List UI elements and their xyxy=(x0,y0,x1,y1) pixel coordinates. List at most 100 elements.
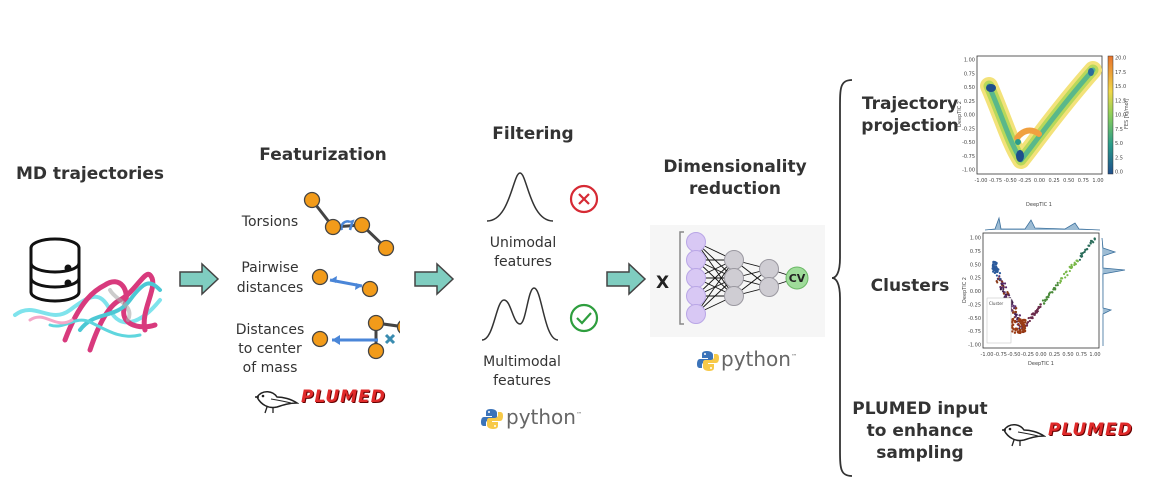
top-marginal xyxy=(984,216,1101,231)
tick-label: 1.00 xyxy=(1092,178,1103,184)
cluster-point xyxy=(1052,286,1056,290)
nn-node xyxy=(686,286,706,306)
tick-label: -0.75 xyxy=(989,178,1002,184)
md-trajectories-title: MD trajectories xyxy=(15,164,165,184)
fes-colorbar xyxy=(1107,55,1114,175)
cluster-point xyxy=(1012,306,1016,310)
tick-label: 0.75 xyxy=(964,71,975,77)
cluster-plot: Cluster 1.000.750.500.250.00-0.25-0.50-0… xyxy=(962,216,1126,367)
cluster-point xyxy=(1013,331,1017,334)
tick-label: 0.25 xyxy=(970,276,981,282)
cluster-legend-title: Cluster xyxy=(989,301,1004,306)
trajectory-projection-title-1: Trajectory xyxy=(861,94,959,114)
cluster-point xyxy=(1087,244,1090,247)
filtering-title: Filtering xyxy=(492,124,574,144)
cluster-point xyxy=(991,266,995,270)
cluster-point xyxy=(1051,291,1054,294)
tick-label: -0.50 xyxy=(1008,352,1021,358)
cluster-point xyxy=(1066,273,1069,277)
cluster-point xyxy=(1068,265,1071,268)
plumed-input-title-3: sampling xyxy=(876,443,964,463)
arrow-2 xyxy=(414,262,455,296)
check-icon xyxy=(569,303,599,333)
tick-label: 0.75 xyxy=(1078,178,1089,184)
unimodal-curve xyxy=(486,172,554,222)
cluster-ylabel: DeepTIC 2 xyxy=(962,277,968,303)
cluster-point xyxy=(1059,281,1062,284)
tick-label: 0.75 xyxy=(970,249,981,255)
cluster-point xyxy=(994,266,998,270)
com-label-3: of mass xyxy=(242,360,298,376)
cluster-point xyxy=(1046,295,1050,298)
cluster-point xyxy=(1018,325,1022,328)
cluster-point xyxy=(1073,261,1076,264)
cluster-point xyxy=(1030,313,1033,316)
cluster-point xyxy=(1014,305,1017,308)
cluster-point xyxy=(1012,304,1015,307)
tick-label: -0.25 xyxy=(968,302,981,308)
cluster-point xyxy=(1003,282,1007,285)
cluster-point xyxy=(1010,300,1013,303)
feature-diagrams xyxy=(303,191,400,360)
pairwise-diagram xyxy=(311,268,379,298)
cluster-point xyxy=(1089,239,1093,242)
tick-label: -0.25 xyxy=(1021,352,1034,358)
cluster-point xyxy=(1080,252,1083,255)
tick-label: 0.75 xyxy=(1076,352,1087,358)
nn-node xyxy=(686,250,706,270)
python-logo-text: python™ xyxy=(506,405,582,429)
tick-label: -0.75 xyxy=(994,352,1007,358)
cluster-point xyxy=(1043,302,1046,305)
tick-label: 0.25 xyxy=(964,99,975,105)
cluster-point xyxy=(1019,320,1023,323)
cluster-point xyxy=(1014,313,1018,316)
tick-label: -0.25 xyxy=(962,126,975,132)
cluster-point xyxy=(1021,328,1024,331)
cluster-point xyxy=(1062,272,1066,276)
cluster-point xyxy=(1093,237,1096,240)
cluster-point xyxy=(1017,317,1021,321)
nn-node xyxy=(724,286,744,306)
protein-ribbon-icon xyxy=(13,271,162,353)
cluster-point xyxy=(1011,320,1014,323)
tick-label: -1.00 xyxy=(975,178,988,184)
cluster-point xyxy=(1022,318,1025,322)
fes-xlabel: DeepTIC 1 xyxy=(1026,202,1052,208)
cluster-point xyxy=(999,285,1002,289)
cluster-point xyxy=(1070,266,1073,270)
tick-label: -0.50 xyxy=(968,316,981,322)
tick-label: 12.5 xyxy=(1115,98,1126,104)
cluster-point xyxy=(1064,276,1067,279)
tick-label: 0.50 xyxy=(1063,178,1074,184)
cluster-point xyxy=(1047,293,1051,296)
tick-label: -0.75 xyxy=(968,329,981,335)
python-logo-text-2: python™ xyxy=(721,347,797,371)
plumed-bird-icon-2 xyxy=(1002,424,1046,447)
cluster-point xyxy=(1039,303,1042,306)
torsion-diagram xyxy=(303,191,395,257)
cluster-point xyxy=(995,279,998,283)
tick-label: 20.0 xyxy=(1115,56,1126,62)
plumed-input-title-2: to enhance xyxy=(866,421,974,441)
tick-label: 0.50 xyxy=(1062,352,1073,358)
cluster-point xyxy=(1013,319,1017,323)
multimodal-label-1: Multimodal xyxy=(483,354,561,370)
tick-label: -1.00 xyxy=(962,168,975,174)
tick-label: 0.00 xyxy=(964,113,975,119)
cluster-point xyxy=(1002,286,1005,289)
tick-label: -0.25 xyxy=(1018,178,1031,184)
tick-label: -0.50 xyxy=(962,140,975,146)
cluster-point xyxy=(1024,319,1027,322)
com-cross-icon xyxy=(384,333,396,345)
cluster-point xyxy=(1078,258,1082,261)
tick-label: 0.25 xyxy=(1049,352,1060,358)
cluster-point xyxy=(994,271,997,274)
tick-label: 1.00 xyxy=(964,58,975,64)
unimodal-label-1: Unimodal xyxy=(489,235,557,251)
cluster-point xyxy=(1004,294,1007,298)
com-label-1: Distances xyxy=(235,322,305,338)
cluster-xlabel: DeepTIC 1 xyxy=(1028,361,1054,367)
cluster-point xyxy=(1014,329,1017,332)
nn-node xyxy=(724,250,744,270)
cluster-point xyxy=(1023,328,1026,331)
